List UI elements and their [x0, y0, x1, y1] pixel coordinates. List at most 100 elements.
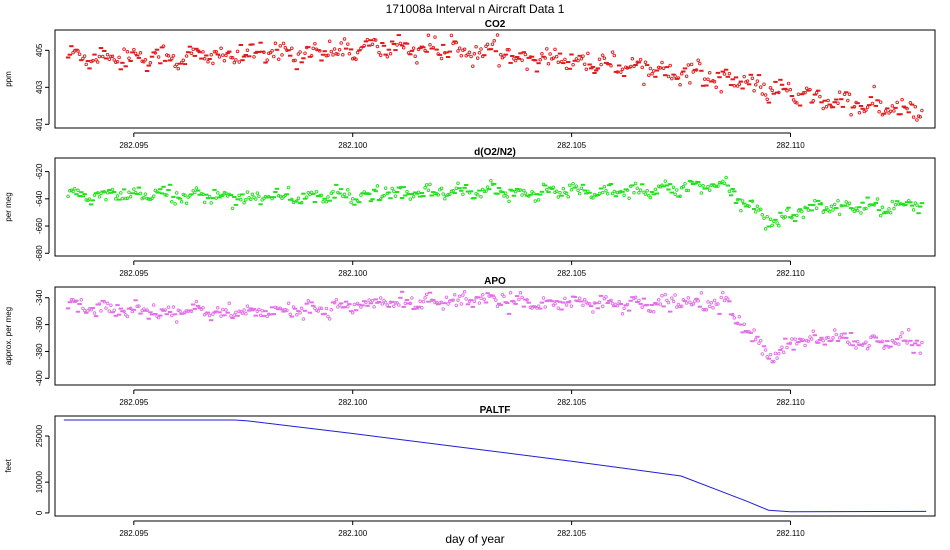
data-point — [349, 200, 353, 205]
data-point — [577, 191, 582, 196]
data-point — [520, 295, 524, 300]
data-point — [210, 197, 216, 200]
data-point — [840, 105, 846, 108]
data-point — [472, 52, 477, 56]
data-point — [146, 197, 151, 201]
data-point — [393, 49, 398, 52]
data-point — [836, 101, 840, 105]
data-point — [696, 58, 700, 62]
data-point — [914, 339, 920, 342]
data-point — [197, 307, 202, 309]
data-point — [181, 312, 186, 315]
data-point — [722, 181, 727, 185]
data-point — [90, 307, 95, 309]
data-point — [342, 37, 347, 41]
data-point — [918, 115, 922, 119]
data-point — [446, 302, 450, 306]
data-point — [273, 41, 278, 46]
data-point — [230, 206, 235, 211]
data-point — [485, 185, 490, 189]
data-point — [234, 58, 238, 62]
data-point — [437, 53, 443, 56]
data-point — [632, 191, 636, 195]
data-point — [638, 57, 643, 62]
data-point — [834, 98, 839, 101]
data-point — [467, 50, 472, 55]
data-point — [640, 65, 644, 70]
data-point — [225, 311, 230, 314]
data-point — [318, 193, 322, 198]
data-point — [295, 313, 299, 317]
data-point — [174, 320, 179, 324]
data-point — [538, 58, 542, 62]
data-point — [625, 188, 630, 192]
data-point — [65, 56, 71, 59]
data-point — [109, 54, 113, 59]
data-point — [370, 198, 375, 201]
data-point — [557, 52, 563, 55]
data-point — [227, 50, 232, 53]
data-point — [452, 40, 457, 43]
data-point — [148, 61, 153, 65]
data-point — [286, 49, 291, 52]
data-point — [110, 54, 115, 59]
data-point — [505, 48, 510, 52]
data-point — [770, 223, 774, 228]
data-point — [372, 305, 376, 309]
data-point — [299, 306, 304, 311]
data-point — [698, 61, 702, 66]
data-point — [609, 298, 613, 303]
data-point — [137, 304, 141, 308]
data-point — [447, 50, 452, 53]
data-point — [661, 66, 666, 70]
data-point — [587, 191, 592, 194]
data-point — [796, 341, 801, 343]
data-point — [327, 199, 332, 202]
data-point — [286, 185, 291, 190]
data-point — [563, 296, 567, 301]
data-point — [846, 203, 850, 207]
data-point — [242, 308, 246, 312]
data-point — [520, 193, 524, 197]
data-point — [895, 200, 900, 203]
data-point — [278, 44, 283, 48]
data-point — [811, 204, 816, 207]
data-point — [174, 191, 179, 195]
data-point — [195, 189, 201, 192]
data-point — [120, 61, 125, 64]
data-point — [707, 304, 712, 309]
data-point — [806, 89, 811, 92]
data-point — [865, 347, 870, 351]
data-point — [376, 199, 382, 201]
data-point — [900, 331, 904, 335]
data-point — [862, 207, 867, 211]
data-point — [177, 62, 183, 65]
data-point — [136, 186, 142, 189]
data-point — [138, 51, 143, 55]
data-point — [862, 342, 867, 345]
data-point — [207, 194, 212, 199]
data-point — [215, 53, 220, 56]
data-point — [492, 295, 496, 300]
data-point — [827, 210, 832, 214]
data-point — [752, 88, 756, 93]
data-point — [846, 98, 850, 103]
data-point — [324, 200, 329, 204]
data-layer — [65, 33, 924, 122]
data-point — [235, 198, 240, 201]
data-point — [163, 308, 167, 312]
data-point — [883, 109, 888, 113]
data-point — [811, 329, 816, 334]
data-point — [664, 184, 670, 187]
data-point — [827, 103, 832, 106]
data-point — [682, 300, 688, 303]
data-point — [95, 303, 100, 306]
data-point — [505, 302, 510, 304]
data-point — [128, 194, 133, 199]
data-point — [433, 35, 437, 39]
data-point — [873, 104, 878, 107]
data-point — [675, 188, 679, 192]
data-point — [699, 191, 704, 195]
data-point — [818, 94, 822, 99]
data-point — [410, 296, 414, 300]
